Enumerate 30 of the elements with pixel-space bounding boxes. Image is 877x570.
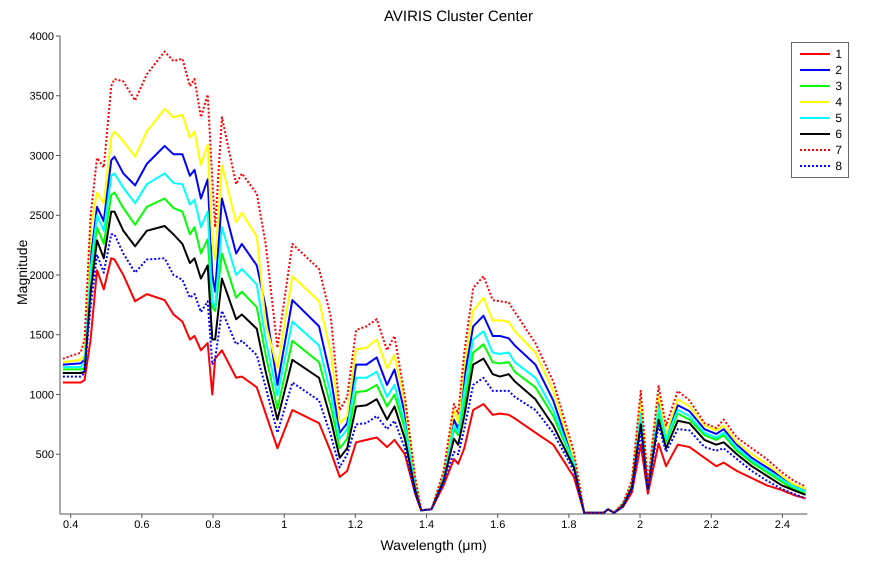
- legend-label: 4: [835, 95, 842, 109]
- x-tick-label: 1.6: [490, 518, 506, 531]
- chart-title: AVIRIS Cluster Center: [383, 8, 534, 27]
- x-tick-label: 1.2: [348, 518, 364, 531]
- legend-label: 8: [835, 159, 842, 173]
- x-tick-label: 1.4: [418, 518, 434, 531]
- y-tick-label: 1500: [30, 330, 54, 342]
- legend-label: 6: [835, 127, 842, 141]
- y-tick-label: 4000: [30, 30, 54, 43]
- y-axis-title: Magnitude: [14, 239, 30, 305]
- x-tick-label: 0.4: [63, 518, 78, 531]
- x-tick-label: 0.6: [134, 518, 150, 531]
- legend-label: 5: [835, 111, 842, 125]
- y-tick-label: 3500: [30, 90, 54, 103]
- x-tick-label: 0.8: [205, 518, 221, 531]
- legend-label: 7: [835, 143, 842, 157]
- y-tick-label: 3000: [30, 150, 54, 162]
- y-tick-label: 500: [36, 449, 54, 462]
- y-tick-label: 1000: [30, 389, 54, 402]
- legend-label: 3: [835, 79, 842, 93]
- legend-label: 2: [835, 63, 842, 77]
- y-tick-label: 2500: [30, 210, 54, 222]
- x-axis-title: Wavelength (μm): [380, 537, 487, 553]
- y-tick-label: 2000: [30, 270, 54, 282]
- x-tick-label: 2.4: [774, 518, 790, 531]
- x-tick-label: 2.2: [704, 518, 719, 531]
- x-tick-label: 2: [636, 518, 644, 531]
- legend-label: 1: [835, 47, 842, 61]
- x-tick-label: 1.8: [561, 518, 577, 531]
- x-tick-label: 1: [281, 518, 288, 531]
